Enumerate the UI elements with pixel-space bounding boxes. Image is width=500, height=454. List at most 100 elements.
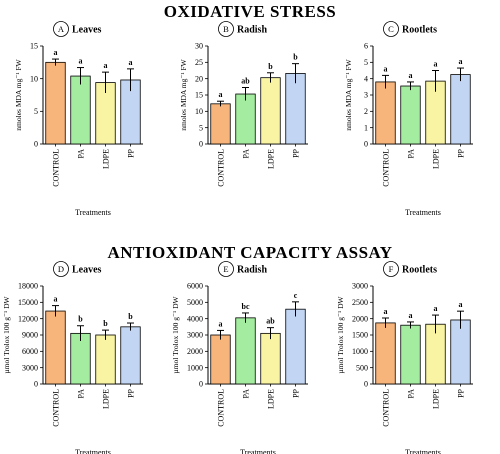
panel-f-y-tick-label: 3000 (352, 282, 368, 291)
panel-a-y-tick-label: 15 (30, 42, 38, 51)
panel-d-x-label: Treatments (75, 448, 111, 454)
panel-d-y-tick-label: 6000 (22, 347, 38, 356)
panel-d-title: Leaves (72, 265, 102, 276)
panel-e-x-tick-label: LDPE (267, 389, 276, 409)
panel-c-x-tick-label: PP (457, 148, 466, 157)
panel-f-letter-circle (383, 261, 399, 277)
panel-d-significance-pa: b (78, 315, 83, 324)
panel-b-significance-control: a (219, 90, 223, 99)
panel-e-letter: E (223, 264, 228, 274)
panel-c-significance-control: a (384, 64, 388, 73)
panel-c-significance-pa: a (409, 71, 413, 80)
panel-d-x-tick-label: LDPE (102, 389, 111, 409)
panel-c-x-tick-label: LDPE (432, 149, 441, 169)
section-title-antioxidant-capacity: ANTIOXIDANT CAPACITY ASSAY (107, 243, 393, 262)
panel-f-significance-pp: a (459, 300, 463, 309)
panel-b-significance-ldpe: b (268, 62, 273, 71)
panel-c-y-tick-label: 0 (364, 140, 368, 149)
panel-c-x-tick-label: PA (407, 149, 416, 159)
panel-f-bar-control (375, 322, 396, 385)
panel-a-significance-pp: a (129, 58, 133, 67)
panel-c-y-tick-label: 2 (364, 107, 368, 116)
panel-b-bar-ldpe (260, 77, 281, 145)
panel-d-y-tick-label: 15000 (18, 298, 38, 307)
panel-b-x-tick-label: LDPE (267, 149, 276, 169)
panel-e-letter-circle (218, 261, 234, 277)
panel-f-bar-pa (400, 324, 421, 385)
section-title-oxidative-stress: OXIDATIVE STRESS (163, 2, 337, 21)
panel-c-x-tick-label: CONTROL (382, 149, 391, 187)
panel-e-y-tick-label: 0 (199, 380, 203, 389)
panel-e-bar-pp (285, 308, 306, 385)
panel-a-bar-control (45, 61, 66, 145)
panel-a-x-label: Treatments (75, 208, 111, 217)
panel-b-y-tick-label: 30 (195, 42, 203, 51)
panel-a-significance-control: a (54, 48, 58, 57)
panel-f-significance-pa: a (409, 311, 413, 320)
panel-e-significance-ldpe: ab (266, 317, 275, 326)
panel-b-bar-pa (235, 93, 256, 145)
panel-d-y-label: µmol Trolox 100 g⁻¹ DW (2, 295, 11, 373)
panel-c-letter-circle (383, 21, 399, 37)
panel-d-bar-control (45, 310, 66, 385)
panel-e-significance-control: a (219, 319, 223, 328)
panel-d-bar-ldpe (95, 334, 116, 385)
panel-f-y-label: µmol Trolox 100 g⁻¹ DW (336, 295, 345, 373)
panel-a-y-tick-label: 5 (34, 107, 38, 116)
panel-f-y-tick-label: 500 (356, 363, 368, 372)
panel-b-y-tick-label: 0 (199, 140, 203, 149)
panel-c-bar-pp (450, 74, 471, 145)
panel-a-significance-ldpe: a (104, 61, 108, 70)
panel-e-y-tick-label: 3000 (187, 331, 203, 340)
panel-b-letter-circle (218, 21, 234, 37)
panel-c-y-label: nmoles MDA mg⁻¹ FW (344, 58, 353, 130)
panel-f-x-tick-label: PP (457, 388, 466, 397)
panel-e-bar-pa (235, 317, 256, 385)
panel-b-y-label: nmoles MDA mg⁻¹ FW (179, 58, 188, 130)
panel-a-x-tick-label: LDPE (102, 149, 111, 169)
panel-d-letter: D (58, 264, 64, 274)
panel-f-y-tick-label: 1500 (352, 331, 368, 340)
panel-b-letter: B (223, 24, 229, 34)
panel-a-y-label: nmoles MDA mg⁻¹ FW (14, 58, 23, 130)
panel-f-x-tick-label: PA (407, 389, 416, 399)
panel-b-bar-control (210, 103, 231, 145)
panel-f-y-tick-label: 0 (364, 380, 368, 389)
panel-d-x-tick-label: CONTROL (52, 389, 61, 427)
panel-d-y-tick-label: 9000 (22, 331, 38, 340)
panel-f-significance-ldpe: a (434, 304, 438, 313)
panel-c-x-label: Treatments (405, 208, 441, 217)
panel-a-bar-pa (70, 75, 91, 145)
panel-e-title: Radish (237, 265, 267, 276)
panel-f-x-label: Treatments (405, 448, 441, 454)
panel-b-significance-pp: b (293, 53, 298, 62)
panel-d-bar-pp (120, 326, 141, 385)
panel-b-x-tick-label: PA (242, 149, 251, 159)
panel-c-letter: C (388, 24, 394, 34)
panel-a-significance-pa: a (79, 57, 83, 66)
panel-a-letter: A (58, 24, 65, 34)
panel-e-x-tick-label: PA (242, 389, 251, 399)
panel-f-letter: F (389, 264, 394, 274)
panel-d-letter-circle (53, 261, 69, 277)
panel-a-y-tick-label: 0 (34, 140, 38, 149)
panel-a-y-tick-label: 10 (30, 74, 38, 83)
panel-d-significance-pp: b (128, 312, 133, 321)
panel-e-x-tick-label: CONTROL (217, 389, 226, 427)
panel-c-y-tick-label: 5 (364, 58, 368, 67)
panel-a-x-tick-label: PP (127, 148, 136, 157)
panel-d-y-tick-label: 18000 (18, 282, 38, 291)
panel-b-y-tick-label: 15 (195, 91, 203, 100)
panel-b-x-tick-label: CONTROL (217, 149, 226, 187)
panel-c-bar-control (375, 81, 396, 145)
panel-e-y-tick-label: 6000 (187, 282, 203, 291)
panel-c-y-tick-label: 1 (364, 123, 368, 132)
panel-a-title: Leaves (72, 25, 102, 36)
panel-f-y-tick-label: 2500 (352, 298, 368, 307)
panel-b-y-tick-label: 10 (195, 107, 203, 116)
panel-b-significance-pa: ab (241, 76, 250, 85)
panel-a-x-tick-label: CONTROL (52, 149, 61, 187)
panel-a-letter-circle (53, 21, 69, 37)
panel-f-title: Rootlets (402, 265, 437, 276)
